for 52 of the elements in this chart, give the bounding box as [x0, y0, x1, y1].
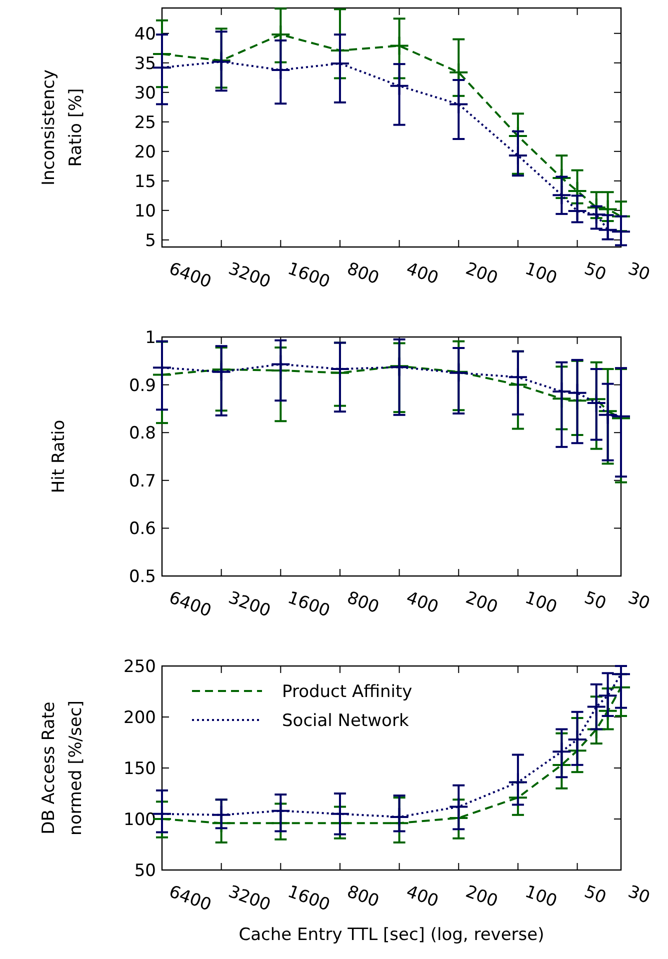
legend-label: Social Network: [282, 710, 409, 731]
x-tick-label: 400: [404, 588, 441, 618]
x-tick-label: 3200: [226, 258, 274, 292]
x-tick-label: 100: [522, 588, 560, 618]
y-tick-label: 0.8: [128, 424, 156, 444]
x-tick-label: 50: [582, 882, 609, 908]
x-tick-label: 200: [462, 588, 500, 618]
legend-label: Product Affinity: [282, 682, 412, 702]
y-axis-title: Hit Ratio: [49, 420, 69, 494]
y-tick-label: 100: [124, 810, 156, 830]
y-tick-label: 0.6: [128, 519, 156, 540]
y-tick-label: 35: [134, 54, 156, 74]
y-tick-label: 20: [134, 142, 156, 162]
x-tick-label: 1600: [284, 882, 332, 916]
x-tick-label: 100: [522, 258, 560, 289]
y-axis-title: Inconsistency Ratio [%]: [39, 69, 86, 186]
y-tick-label: 250: [124, 656, 156, 677]
y-tick-label: 0.9: [128, 376, 156, 396]
x-tick-label: 3200: [226, 588, 274, 622]
x-tick-label: 200: [462, 882, 500, 912]
y-axis-title: DB Access Rate normed [%/sec]: [39, 700, 86, 836]
x-axis-title: Cache Entry TTL [sec] (log, reverse): [238, 925, 544, 945]
x-tick-label: 30: [625, 258, 652, 286]
y-tick-label: 0.5: [128, 566, 156, 587]
y-tick-label: 1: [145, 328, 156, 348]
x-tick-label: 30: [625, 588, 652, 614]
x-tick-label: 800: [344, 258, 382, 289]
x-tick-label: 50: [582, 588, 609, 614]
y-tick-label: 5: [145, 230, 156, 251]
x-tick-label: 800: [344, 588, 382, 618]
y-tick-label: 50: [134, 860, 156, 881]
x-tick-label: 400: [404, 258, 441, 289]
y-tick-label: 25: [134, 112, 156, 133]
y-tick-label: 30: [134, 83, 156, 104]
y-tick-label: 150: [124, 758, 156, 779]
x-tick-label: 800: [344, 882, 382, 912]
y-tick-label: 10: [134, 201, 156, 222]
x-tick-label: 50: [582, 258, 609, 286]
x-tick-label: 6400: [166, 882, 214, 916]
x-tick-label: 6400: [166, 588, 214, 622]
y-tick-label: 200: [124, 708, 156, 728]
x-tick-label: 1600: [284, 588, 332, 622]
x-tick-label: 400: [404, 882, 441, 912]
x-tick-label: 3200: [226, 882, 274, 916]
x-tick-label: 30: [625, 882, 652, 908]
y-tick-label: 0.7: [128, 471, 156, 492]
x-tick-label: 6400: [166, 258, 214, 292]
y-tick-label: 15: [134, 172, 156, 192]
y-tick-label: 40: [134, 24, 156, 44]
x-tick-label: 1600: [284, 258, 332, 292]
x-tick-label: 200: [462, 258, 500, 289]
x-tick-label: 100: [522, 882, 560, 912]
